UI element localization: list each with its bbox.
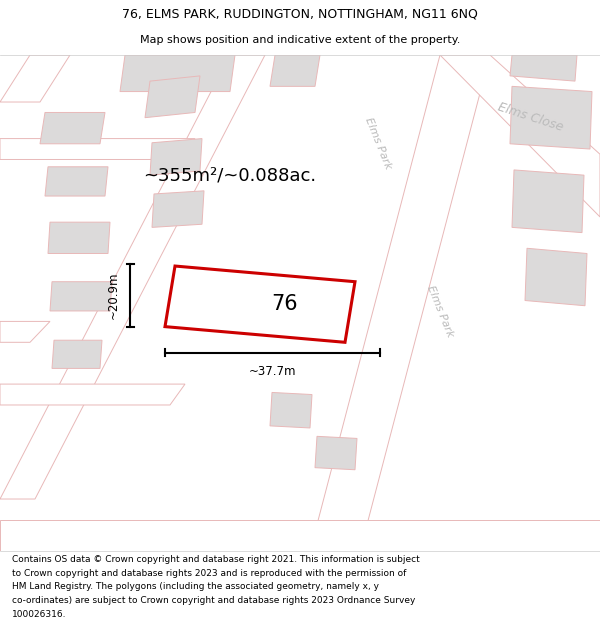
Polygon shape bbox=[525, 248, 587, 306]
Polygon shape bbox=[150, 139, 202, 175]
Text: Contains OS data © Crown copyright and database right 2021. This information is : Contains OS data © Crown copyright and d… bbox=[12, 555, 420, 564]
Text: Elms Close: Elms Close bbox=[496, 101, 565, 134]
Polygon shape bbox=[52, 340, 102, 368]
Text: 76, ELMS PARK, RUDDINGTON, NOTTINGHAM, NG11 6NQ: 76, ELMS PARK, RUDDINGTON, NOTTINGHAM, N… bbox=[122, 8, 478, 20]
Polygon shape bbox=[152, 191, 204, 228]
Polygon shape bbox=[120, 55, 235, 92]
Polygon shape bbox=[0, 55, 70, 102]
Polygon shape bbox=[512, 170, 584, 232]
Polygon shape bbox=[0, 520, 600, 551]
Text: 76: 76 bbox=[272, 294, 298, 314]
Polygon shape bbox=[510, 55, 577, 81]
Text: co-ordinates) are subject to Crown copyright and database rights 2023 Ordnance S: co-ordinates) are subject to Crown copyr… bbox=[12, 596, 415, 605]
Text: ~355m²/~0.088ac.: ~355m²/~0.088ac. bbox=[143, 166, 317, 184]
Text: Elms Park: Elms Park bbox=[425, 284, 455, 338]
Text: to Crown copyright and database rights 2023 and is reproduced with the permissio: to Crown copyright and database rights 2… bbox=[12, 569, 406, 578]
Text: ~37.7m: ~37.7m bbox=[249, 365, 296, 378]
Polygon shape bbox=[440, 55, 600, 217]
Text: HM Land Registry. The polygons (including the associated geometry, namely x, y: HM Land Registry. The polygons (includin… bbox=[12, 582, 379, 591]
Polygon shape bbox=[0, 384, 185, 405]
Polygon shape bbox=[0, 139, 195, 159]
Polygon shape bbox=[45, 167, 108, 196]
Polygon shape bbox=[40, 112, 105, 144]
Polygon shape bbox=[270, 55, 320, 86]
Polygon shape bbox=[48, 222, 110, 254]
Polygon shape bbox=[315, 436, 357, 470]
Polygon shape bbox=[310, 55, 490, 551]
Polygon shape bbox=[0, 321, 50, 342]
Polygon shape bbox=[270, 392, 312, 428]
Polygon shape bbox=[165, 266, 355, 342]
Text: ~20.9m: ~20.9m bbox=[107, 271, 120, 319]
Polygon shape bbox=[510, 86, 592, 149]
Polygon shape bbox=[0, 55, 265, 499]
Polygon shape bbox=[50, 282, 112, 311]
Text: Elms Park: Elms Park bbox=[363, 116, 393, 171]
Polygon shape bbox=[145, 76, 200, 118]
Text: 100026316.: 100026316. bbox=[12, 609, 67, 619]
Text: Map shows position and indicative extent of the property.: Map shows position and indicative extent… bbox=[140, 34, 460, 44]
